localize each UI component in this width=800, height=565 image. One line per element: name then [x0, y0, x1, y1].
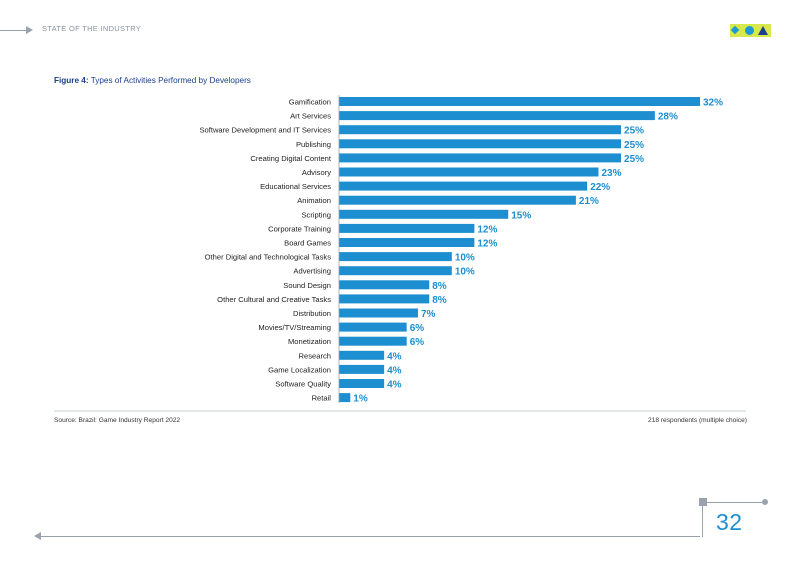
figure-label: Figure 4: — [54, 76, 89, 85]
category-label: Other Digital and Technological Tasks — [205, 253, 332, 262]
bar — [339, 294, 430, 304]
page-number-divider — [702, 503, 703, 537]
value-label: 7% — [421, 309, 436, 320]
dot-marker-icon — [762, 499, 768, 505]
respondents-note: 218 respondents (multiple choice) — [648, 417, 747, 424]
category-label: Other Cultural and Creative Tasks — [217, 295, 331, 304]
value-label: 1% — [353, 394, 368, 405]
brand-logo — [730, 24, 771, 37]
header-arrow-icon — [26, 26, 33, 34]
bar — [339, 139, 622, 149]
bar — [339, 195, 576, 205]
back-arrow-icon — [34, 532, 41, 540]
bar — [339, 238, 475, 247]
category-label: Monetization — [288, 337, 331, 346]
bar — [339, 280, 430, 290]
circle-icon — [745, 26, 754, 35]
value-label: 25% — [624, 154, 644, 165]
bar — [339, 252, 452, 262]
value-label: 32% — [703, 98, 723, 109]
value-label: 6% — [410, 323, 425, 334]
bar — [339, 322, 407, 332]
source-note: Source: Brazil: Game Industry Report 202… — [54, 417, 181, 424]
value-label: 15% — [511, 210, 531, 221]
bar — [339, 167, 599, 177]
page-number: 32 — [716, 509, 743, 535]
bar — [339, 266, 452, 276]
value-label: 4% — [387, 380, 402, 391]
category-label: Scripting — [301, 210, 331, 219]
category-label: Advisory — [302, 168, 331, 177]
category-label: Corporate Training — [268, 224, 331, 233]
category-label: Distribution — [293, 309, 331, 318]
category-label: Publishing — [296, 140, 331, 149]
value-label: 6% — [410, 337, 425, 348]
bar — [339, 350, 385, 360]
category-label: Art Services — [290, 112, 331, 121]
bar — [339, 111, 655, 121]
bar — [339, 308, 418, 318]
category-label: Movies/TV/Streaming — [258, 323, 331, 332]
category-label: Research — [299, 351, 332, 360]
value-label: 4% — [387, 365, 402, 376]
category-label: Software Quality — [275, 380, 331, 389]
category-label: Sound Design — [283, 281, 331, 290]
section-title: STATE OF THE INDUSTRY — [42, 24, 142, 33]
category-label: Software Development and IT Services — [199, 126, 331, 135]
bar — [339, 97, 700, 106]
value-label: 23% — [601, 168, 621, 179]
category-label: Retail — [312, 394, 332, 403]
header-rule — [0, 30, 26, 31]
bar — [339, 209, 509, 219]
category-label: Advertising — [293, 267, 331, 276]
value-label: 22% — [590, 182, 610, 193]
value-label: 25% — [624, 126, 644, 137]
bar — [339, 379, 385, 388]
value-label: 10% — [455, 267, 475, 278]
bar — [339, 153, 622, 163]
bar — [339, 181, 588, 191]
value-label: 4% — [387, 351, 402, 362]
value-label: 21% — [579, 196, 599, 207]
value-label: 8% — [432, 281, 447, 292]
bar — [339, 223, 475, 233]
page-number-rule — [703, 502, 765, 503]
value-label: 28% — [658, 112, 678, 123]
category-label: Gamification — [289, 98, 331, 107]
category-label: Game Localization — [268, 365, 331, 374]
value-label: 8% — [432, 295, 447, 306]
bar — [339, 125, 622, 135]
category-label: Educational Services — [260, 182, 331, 191]
value-label: 10% — [455, 253, 475, 264]
figure-caption: Types of Activities Performed by Develop… — [90, 76, 251, 85]
value-label: 12% — [477, 239, 497, 250]
category-label: Creating Digital Content — [250, 154, 332, 163]
value-label: 25% — [624, 140, 644, 151]
triangle-icon — [758, 26, 768, 35]
bar — [339, 364, 385, 374]
footer-rule — [40, 536, 700, 537]
category-label: Board Games — [284, 239, 331, 248]
figure-title: Figure 4: Types of Activities Performed … — [54, 76, 251, 85]
category-label: Animation — [297, 196, 331, 205]
bar — [339, 393, 351, 403]
bar — [339, 336, 407, 346]
value-label: 12% — [477, 224, 497, 235]
